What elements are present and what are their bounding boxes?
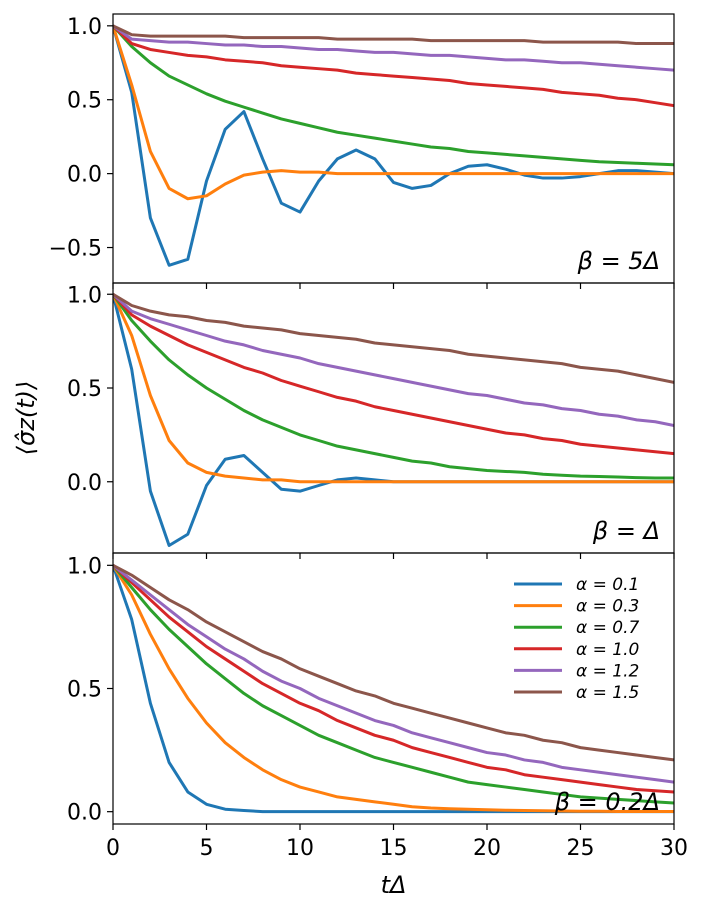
legend-label: α = 0.7	[576, 618, 639, 638]
series-line-alpha-1-0	[113, 293, 674, 456]
legend-label: α = 0.1	[576, 575, 639, 595]
y-tick-label: 1.0	[67, 554, 102, 579]
legend-label: α = 1.0	[576, 640, 639, 660]
legend-label: α = 1.2	[576, 661, 639, 681]
series-line-alpha-0-3	[113, 293, 674, 484]
x-axis-title: tΔ	[381, 871, 407, 899]
series-group	[113, 563, 674, 814]
series-line-alpha-1-0	[113, 564, 674, 794]
y-tick-label: 1.0	[67, 283, 102, 308]
series-line-alpha-0-1	[113, 25, 674, 267]
x-tick-label: 30	[660, 836, 688, 861]
plot-frame	[112, 13, 675, 284]
series-line-alpha-0-7	[113, 24, 674, 167]
x-tick-label: 15	[380, 836, 408, 861]
legend: α = 0.1α = 0.3α = 0.7α = 1.0α = 1.2α = 1…	[514, 575, 639, 703]
panel-annotation: β = 0.2Δ	[554, 788, 660, 816]
y-tick-label: 0.0	[67, 471, 102, 496]
series-group	[113, 24, 674, 267]
series-group	[113, 292, 674, 547]
legend-label: α = 1.5	[576, 683, 639, 703]
y-tick-label: 1.0	[67, 15, 102, 40]
x-tick-label: 5	[200, 836, 214, 861]
series-line-alpha-1-5	[113, 24, 674, 46]
y-tick-label: 0.5	[67, 89, 102, 114]
panel-3: 0.0 0.5 1.0 β = 0.2Δ	[67, 552, 675, 830]
x-tick-label: 25	[567, 836, 595, 861]
panel-1: −0.5 0.0 0.5 1.0 β = 5Δ	[49, 13, 675, 289]
legend-label: α = 0.3	[576, 597, 639, 617]
x-tick-label: 10	[286, 836, 314, 861]
series-line-alpha-1-2	[113, 293, 674, 427]
series-line-alpha-1-2	[113, 564, 674, 784]
series-line-alpha-0-7	[113, 293, 674, 480]
x-tick-label: 20	[473, 836, 501, 861]
y-axis-title: ⟨σ̂z(t)⟩	[12, 381, 40, 456]
series-line-alpha-1-2	[113, 24, 674, 72]
series-line-alpha-1-5	[113, 563, 674, 762]
y-tick-label: −0.5	[49, 237, 102, 262]
panel-annotation: β = Δ	[592, 517, 660, 545]
series-line-alpha-0-3	[113, 564, 674, 813]
x-tick-label: 0	[106, 836, 120, 861]
series-line-alpha-0-3	[113, 25, 674, 201]
panel-annotation: β = 5Δ	[577, 247, 660, 275]
panel-2: 0.0 0.5 1.0 β = Δ	[67, 282, 675, 559]
series-line-alpha-1-0	[113, 24, 674, 108]
y-tick-label: 0.5	[67, 678, 102, 703]
y-tick-label: 0.0	[67, 163, 102, 188]
y-tick-label: 0.5	[67, 377, 102, 402]
y-tick-label: 0.0	[67, 801, 102, 826]
series-line-alpha-0-7	[113, 564, 674, 805]
series-line-alpha-1-5	[113, 292, 674, 384]
